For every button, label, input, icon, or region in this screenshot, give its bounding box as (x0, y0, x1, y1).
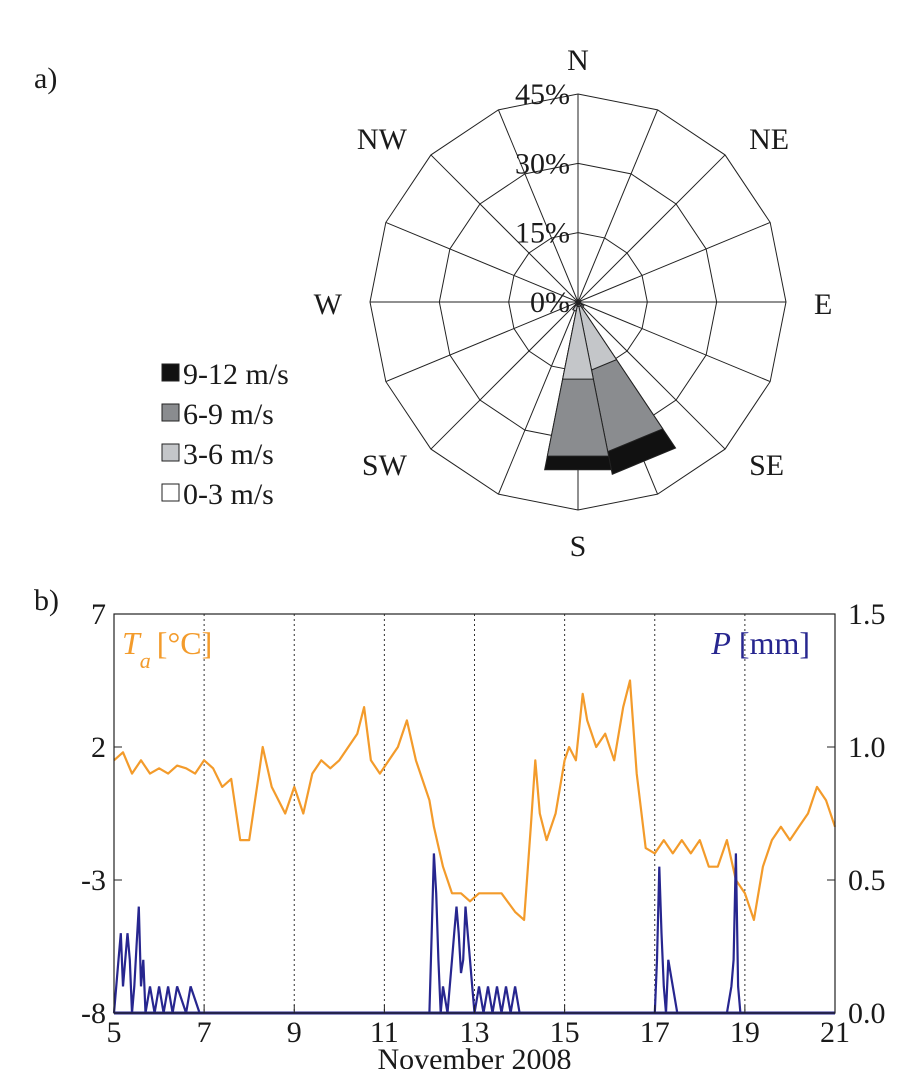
rose-direction-label-se: SE (749, 449, 784, 482)
legend-swatch (161, 363, 180, 382)
rose-spoke (577, 109, 659, 303)
series-temperature-line (113, 679, 837, 921)
rose-spoke (577, 221, 771, 303)
legend-swatch (161, 483, 180, 502)
series-label-temperature: Ta [°C] (122, 625, 212, 673)
rose-wedge-ssw-bin3 (575, 301, 579, 307)
rose-spoke (577, 301, 771, 383)
rose-radial-tick: 0% (530, 286, 570, 319)
rose-spoke (577, 301, 726, 450)
rose-spoke (430, 301, 579, 450)
rose-wedge-ene-bin3 (577, 299, 582, 303)
panel-a-label: a) (34, 62, 57, 95)
y-left-tick-label: -8 (81, 997, 106, 1030)
legend-label: 6-9 m/s (183, 398, 274, 431)
rose-direction-label-ne: NE (749, 123, 789, 156)
y-right-tick-label: 0.5 (848, 864, 886, 897)
x-tick-label: 19 (730, 1016, 760, 1049)
panel-b-label: b) (34, 584, 59, 617)
rose-direction-label-sw: SW (362, 449, 408, 482)
rose-spoke (385, 301, 579, 383)
rose-spoke (430, 154, 579, 303)
y-left-tick-label: 7 (91, 598, 106, 631)
x-tick-label: 11 (370, 1016, 399, 1049)
x-tick-label: 17 (640, 1016, 670, 1049)
y-right-tick-label: 0.0 (848, 997, 886, 1030)
y-left-tick-label: 2 (91, 731, 106, 764)
wind-rose-chart: 0% 15% 30% 45%N NE E SE S SW W NW (314, 44, 833, 563)
plot-frame (113, 613, 836, 1014)
y-right-tick-label: 1.5 (848, 598, 886, 631)
rose-direction-label-nw: NW (357, 123, 408, 156)
rose-radial-tick: 45% (515, 78, 570, 111)
rose-spoke (497, 301, 579, 495)
time-series-chart: 5 7 9 11 13 15 17 19 21 November 2008 -8 -3 2 7 0.0 0.5… (81, 598, 886, 1069)
y-right-tick-label: 1.0 (848, 731, 886, 764)
series-label-precipitation: P [mm] (710, 625, 810, 661)
wind-rose-legend: 9-12 m/s 6-9 m/s 3-6 m/s 0-3 m/s (161, 358, 289, 511)
legend-label: 9-12 m/s (183, 358, 289, 391)
series-precipitation-line (112, 853, 745, 1015)
rose-spoke (497, 109, 579, 303)
legend-label: 3-6 m/s (183, 438, 274, 471)
rose-direction-label-n: N (567, 44, 589, 77)
x-tick-label: 21 (820, 1016, 850, 1049)
rose-wedge-se-bin3 (577, 301, 582, 306)
legend-label: 0-3 m/s (183, 478, 274, 511)
x-tick-label: 15 (550, 1016, 580, 1049)
rose-radial-tick: 15% (515, 217, 570, 250)
rose-wedge-s-bin2 (562, 301, 594, 380)
x-tick-label: 7 (197, 1016, 212, 1049)
y-left-tick-label: -3 (81, 864, 106, 897)
x-axis-title: November 2008 (377, 1043, 571, 1069)
rose-spoke (385, 221, 579, 303)
rose-radial-tick: 30% (515, 147, 570, 180)
rose-direction-label-e: E (814, 288, 832, 321)
x-tick-label: 5 (107, 1016, 122, 1049)
rose-direction-label-s: S (570, 530, 587, 563)
rose-spoke (577, 154, 726, 303)
legend-swatch (161, 443, 180, 462)
x-tick-label: 9 (287, 1016, 302, 1049)
x-tick-label: 13 (460, 1016, 490, 1049)
rose-direction-label-w: W (314, 288, 343, 321)
legend-swatch (161, 403, 180, 422)
